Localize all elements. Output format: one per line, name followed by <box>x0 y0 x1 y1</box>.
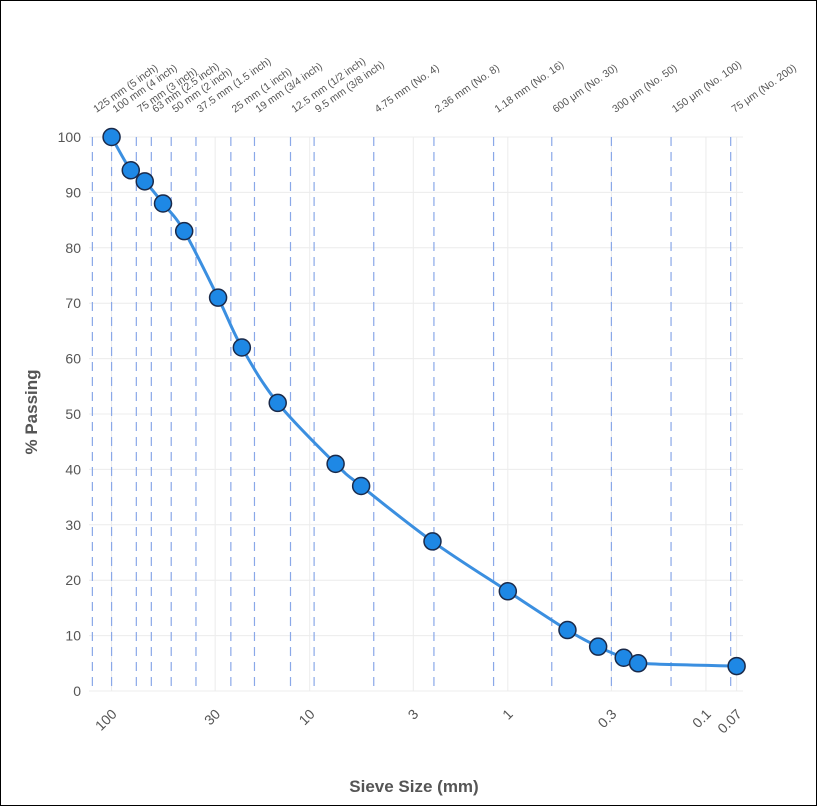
y-tick-label: 0 <box>73 683 81 699</box>
data-point <box>326 454 345 474</box>
y-tick-label: 10 <box>65 628 81 644</box>
y-tick-label: 60 <box>65 351 81 367</box>
x-tick-label: 0.07 <box>714 706 745 737</box>
x-tick-label: 0.3 <box>594 706 619 731</box>
y-axis-ticks: 0 10 20 30 40 50 60 70 80 90 100 <box>58 129 82 699</box>
y-tick-label: 80 <box>65 240 81 256</box>
y-tick-label: 100 <box>58 129 82 145</box>
y-tick-label: 70 <box>65 295 81 311</box>
data-point <box>727 656 746 676</box>
y-tick-label: 40 <box>65 461 81 477</box>
data-point <box>208 288 228 307</box>
data-point <box>268 393 287 413</box>
y-tick-label: 30 <box>65 517 81 533</box>
sieve-label: 300 μm (No. 50) <box>610 62 679 115</box>
data-point <box>498 582 518 601</box>
data-point <box>423 532 442 551</box>
x-tick-label: 3 <box>405 706 422 723</box>
y-tick-label: 50 <box>65 406 81 422</box>
data-point <box>121 160 141 180</box>
x-axis-title: Sieve Size (mm) <box>349 777 478 796</box>
data-point <box>628 654 648 673</box>
data-point <box>174 221 194 241</box>
sieve-label: 2.36 mm (No. 8) <box>433 62 502 115</box>
data-points <box>102 127 746 676</box>
data-point <box>351 476 371 496</box>
sieve-lines <box>91 137 732 691</box>
x-tick-label: 1 <box>499 706 516 723</box>
x-tick-label: 10 <box>295 706 317 728</box>
sieve-labels: 125 mm (5 inch)100 mm (4 inch)75 mm (3 i… <box>91 55 799 115</box>
x-tick-label: 0.1 <box>689 706 714 731</box>
data-point <box>232 338 252 357</box>
x-tick-label: 100 <box>92 706 120 734</box>
x-axis-ticks: 100 30 10 3 1 0.3 0.1 0.07 <box>92 706 745 737</box>
y-tick-label: 20 <box>65 572 81 588</box>
data-point <box>135 172 155 191</box>
y-axis-title: % Passing <box>22 369 41 454</box>
data-point <box>558 620 577 640</box>
y-tick-label: 90 <box>65 184 81 200</box>
gradation-curve <box>110 136 737 668</box>
x-tick-label: 30 <box>201 706 223 728</box>
data-point <box>153 194 173 213</box>
grid-lines <box>89 136 743 692</box>
data-point <box>102 127 121 147</box>
data-point <box>588 637 608 656</box>
